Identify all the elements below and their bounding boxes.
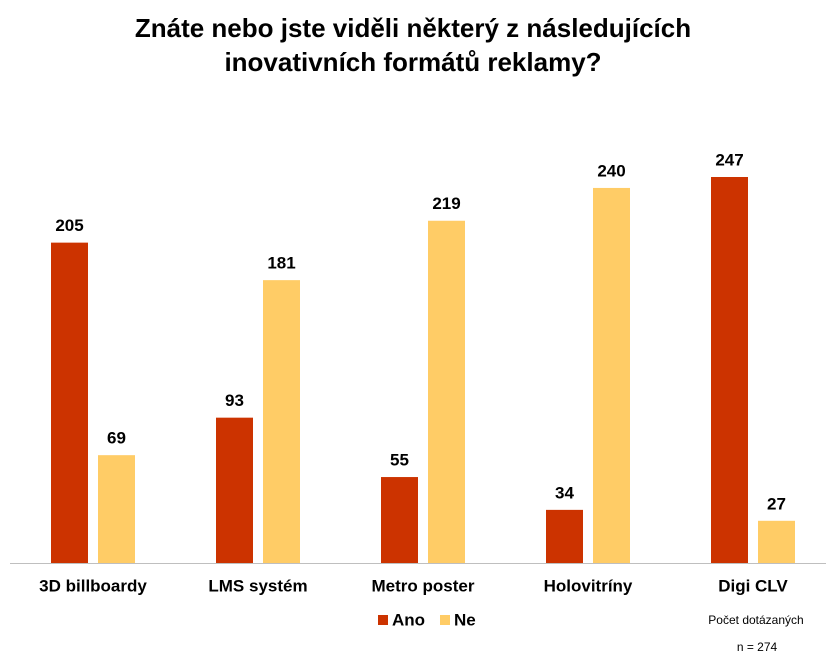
x-tick-label: Metro poster <box>372 576 475 595</box>
annotation: Počet dotázaných <box>708 613 803 627</box>
bar <box>381 477 418 563</box>
annotation: n = 274 <box>737 640 778 654</box>
data-label: 205 <box>55 216 83 235</box>
x-tick-label: LMS systém <box>208 576 307 595</box>
legend-swatch <box>378 615 388 625</box>
data-label: 219 <box>432 194 460 213</box>
data-label: 247 <box>715 150 743 169</box>
legend-label: Ano <box>392 610 425 629</box>
bar <box>711 177 748 563</box>
x-tick-label: 3D billboardy <box>39 576 147 595</box>
data-label: 181 <box>267 254 295 273</box>
bar <box>98 455 135 563</box>
data-label: 55 <box>390 451 409 470</box>
legend-swatch <box>440 615 450 625</box>
bar <box>263 280 300 563</box>
bar <box>546 509 583 563</box>
chart-title: inovativních formátů reklamy? <box>224 47 601 77</box>
data-label: 240 <box>597 161 625 180</box>
data-label: 93 <box>225 391 244 410</box>
x-tick-label: Digi CLV <box>718 576 788 595</box>
bar <box>216 417 253 563</box>
data-label: 27 <box>767 494 786 513</box>
chart-title: Znáte nebo jste viděli některý z následu… <box>135 13 691 43</box>
x-tick-label: Holovitríny <box>544 576 633 595</box>
bar <box>593 187 630 563</box>
bar <box>51 242 88 563</box>
data-label: 34 <box>555 483 574 502</box>
bar <box>428 220 465 563</box>
data-label: 69 <box>107 429 126 448</box>
bar <box>758 520 795 563</box>
legend-label: Ne <box>454 610 476 629</box>
